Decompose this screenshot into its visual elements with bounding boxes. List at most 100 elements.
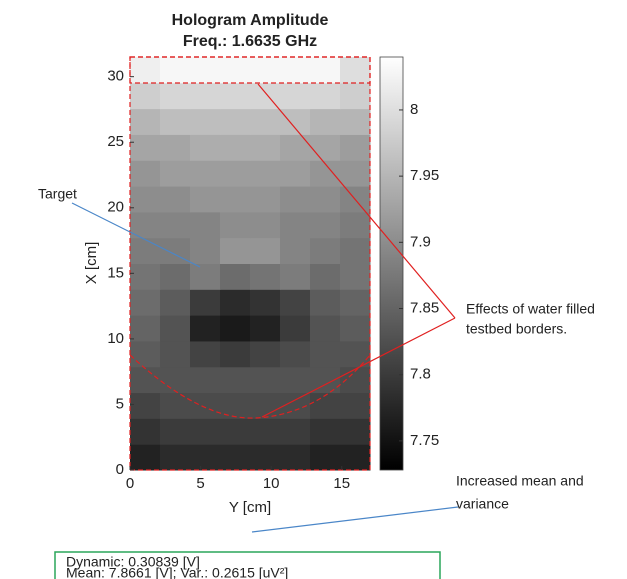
heatmap-cell — [220, 418, 251, 445]
x-tick-label: 10 — [263, 475, 280, 492]
heatmap-cell — [220, 315, 251, 342]
heatmap-cell — [220, 82, 251, 110]
heatmap-cell — [190, 211, 221, 239]
heatmap-cell — [340, 134, 371, 161]
heatmap-cell — [250, 392, 281, 419]
heatmap-cell — [130, 160, 161, 187]
heatmap-cell — [340, 211, 371, 239]
heatmap-cell — [190, 366, 221, 394]
heatmap-cell — [340, 263, 371, 290]
heatmap-cell — [190, 57, 221, 84]
x-axis-label: Y [cm] — [229, 499, 271, 516]
arrow — [251, 506, 459, 533]
heatmap-cell — [130, 289, 161, 316]
heatmap-cell — [250, 134, 281, 161]
heatmap-cell — [310, 186, 341, 213]
heatmap-cell — [130, 108, 161, 135]
colorbar-tick-label: 7.8 — [410, 366, 431, 383]
stats-text: Mean: 7.8661 [V]; Var.: 0.2615 [uV²] — [66, 565, 288, 579]
heatmap-cell — [160, 444, 191, 471]
heatmap-cell — [160, 418, 191, 445]
heatmap-cell — [280, 57, 311, 84]
heatmap-cell — [220, 340, 251, 368]
heatmap-cell — [340, 392, 371, 419]
heatmap-cell — [160, 263, 191, 290]
heatmap-cell — [340, 108, 371, 135]
annotation: testbed borders. — [466, 321, 567, 337]
heatmap-cell — [190, 186, 221, 213]
heatmap-cell — [190, 160, 221, 187]
heatmap-cell — [250, 57, 281, 84]
heatmap-cell — [280, 315, 311, 342]
heatmap-cell — [130, 366, 161, 394]
heatmap-cell — [280, 82, 311, 110]
x-tick-label: 5 — [196, 475, 204, 492]
heatmap-cell — [160, 134, 191, 161]
heatmap-cell — [340, 340, 371, 368]
heatmap-cell — [190, 263, 221, 290]
heatmap-cell — [130, 340, 161, 368]
heatmap-cell — [220, 134, 251, 161]
heatmap-cell — [220, 366, 251, 394]
heatmap-cell — [160, 340, 191, 368]
heatmap-cell — [310, 315, 341, 342]
heatmap-cell — [130, 237, 161, 264]
heatmap-cell — [130, 82, 161, 110]
arrow — [71, 202, 201, 268]
heatmap-cell — [220, 263, 251, 290]
y-tick-label: 0 — [116, 461, 124, 478]
heatmap-cell — [250, 366, 281, 394]
heatmap-cell — [310, 57, 341, 84]
heatmap-cell — [190, 340, 221, 368]
heatmap-cell — [310, 444, 341, 471]
heatmap-cell — [340, 57, 371, 84]
heatmap-cell — [160, 392, 191, 419]
heatmap-cell — [160, 366, 191, 394]
colorbar-tick-label: 7.9 — [410, 233, 431, 250]
heatmap-cell — [250, 186, 281, 213]
heatmap-cell — [310, 418, 341, 445]
chart-title: Hologram Amplitude — [172, 12, 329, 29]
heatmap-cell — [130, 263, 161, 290]
annotation: Effects of water filled — [466, 301, 595, 317]
heatmap-cell — [190, 418, 221, 445]
heatmap-cell — [160, 160, 191, 187]
annotation: Increased mean and — [456, 473, 584, 489]
heatmap-cell — [160, 108, 191, 135]
chart-subtitle: Freq.: 1.6635 GHz — [183, 33, 317, 50]
y-tick-label: 10 — [107, 330, 124, 347]
colorbar-tick-label: 8 — [410, 101, 418, 118]
heatmap-cell — [310, 340, 341, 368]
heatmap-cell — [280, 134, 311, 161]
annotation: Target — [38, 186, 77, 202]
heatmap-cell — [340, 444, 371, 471]
heatmap-cell — [220, 444, 251, 471]
y-tick-label: 25 — [107, 133, 124, 150]
heatmap-cell — [280, 237, 311, 264]
heatmap-cell — [340, 160, 371, 187]
heatmap-cell — [250, 289, 281, 316]
heatmap-cell — [280, 263, 311, 290]
heatmap-cell — [280, 186, 311, 213]
y-tick-label: 5 — [116, 395, 124, 412]
heatmap-cell — [250, 160, 281, 187]
y-axis-label: X [cm] — [83, 242, 100, 285]
heatmap-cell — [130, 418, 161, 445]
heatmap-cell — [310, 263, 341, 290]
heatmap-cell — [250, 444, 281, 471]
heatmap-cell — [190, 108, 221, 135]
heatmap-cell — [160, 315, 191, 342]
heatmap-cell — [280, 211, 311, 239]
x-tick-label: 15 — [333, 475, 350, 492]
heatmap-cell — [190, 289, 221, 316]
heatmap-cell — [160, 211, 191, 239]
colorbar-tick-label: 7.85 — [410, 299, 439, 316]
heatmap-cell — [190, 82, 221, 110]
heatmap-cell — [190, 237, 221, 264]
heatmap-cell — [190, 134, 221, 161]
heatmap-cell — [220, 289, 251, 316]
colorbar-tick-label: 7.95 — [410, 167, 439, 184]
heatmap-cell — [160, 186, 191, 213]
heatmap-cell — [280, 108, 311, 135]
